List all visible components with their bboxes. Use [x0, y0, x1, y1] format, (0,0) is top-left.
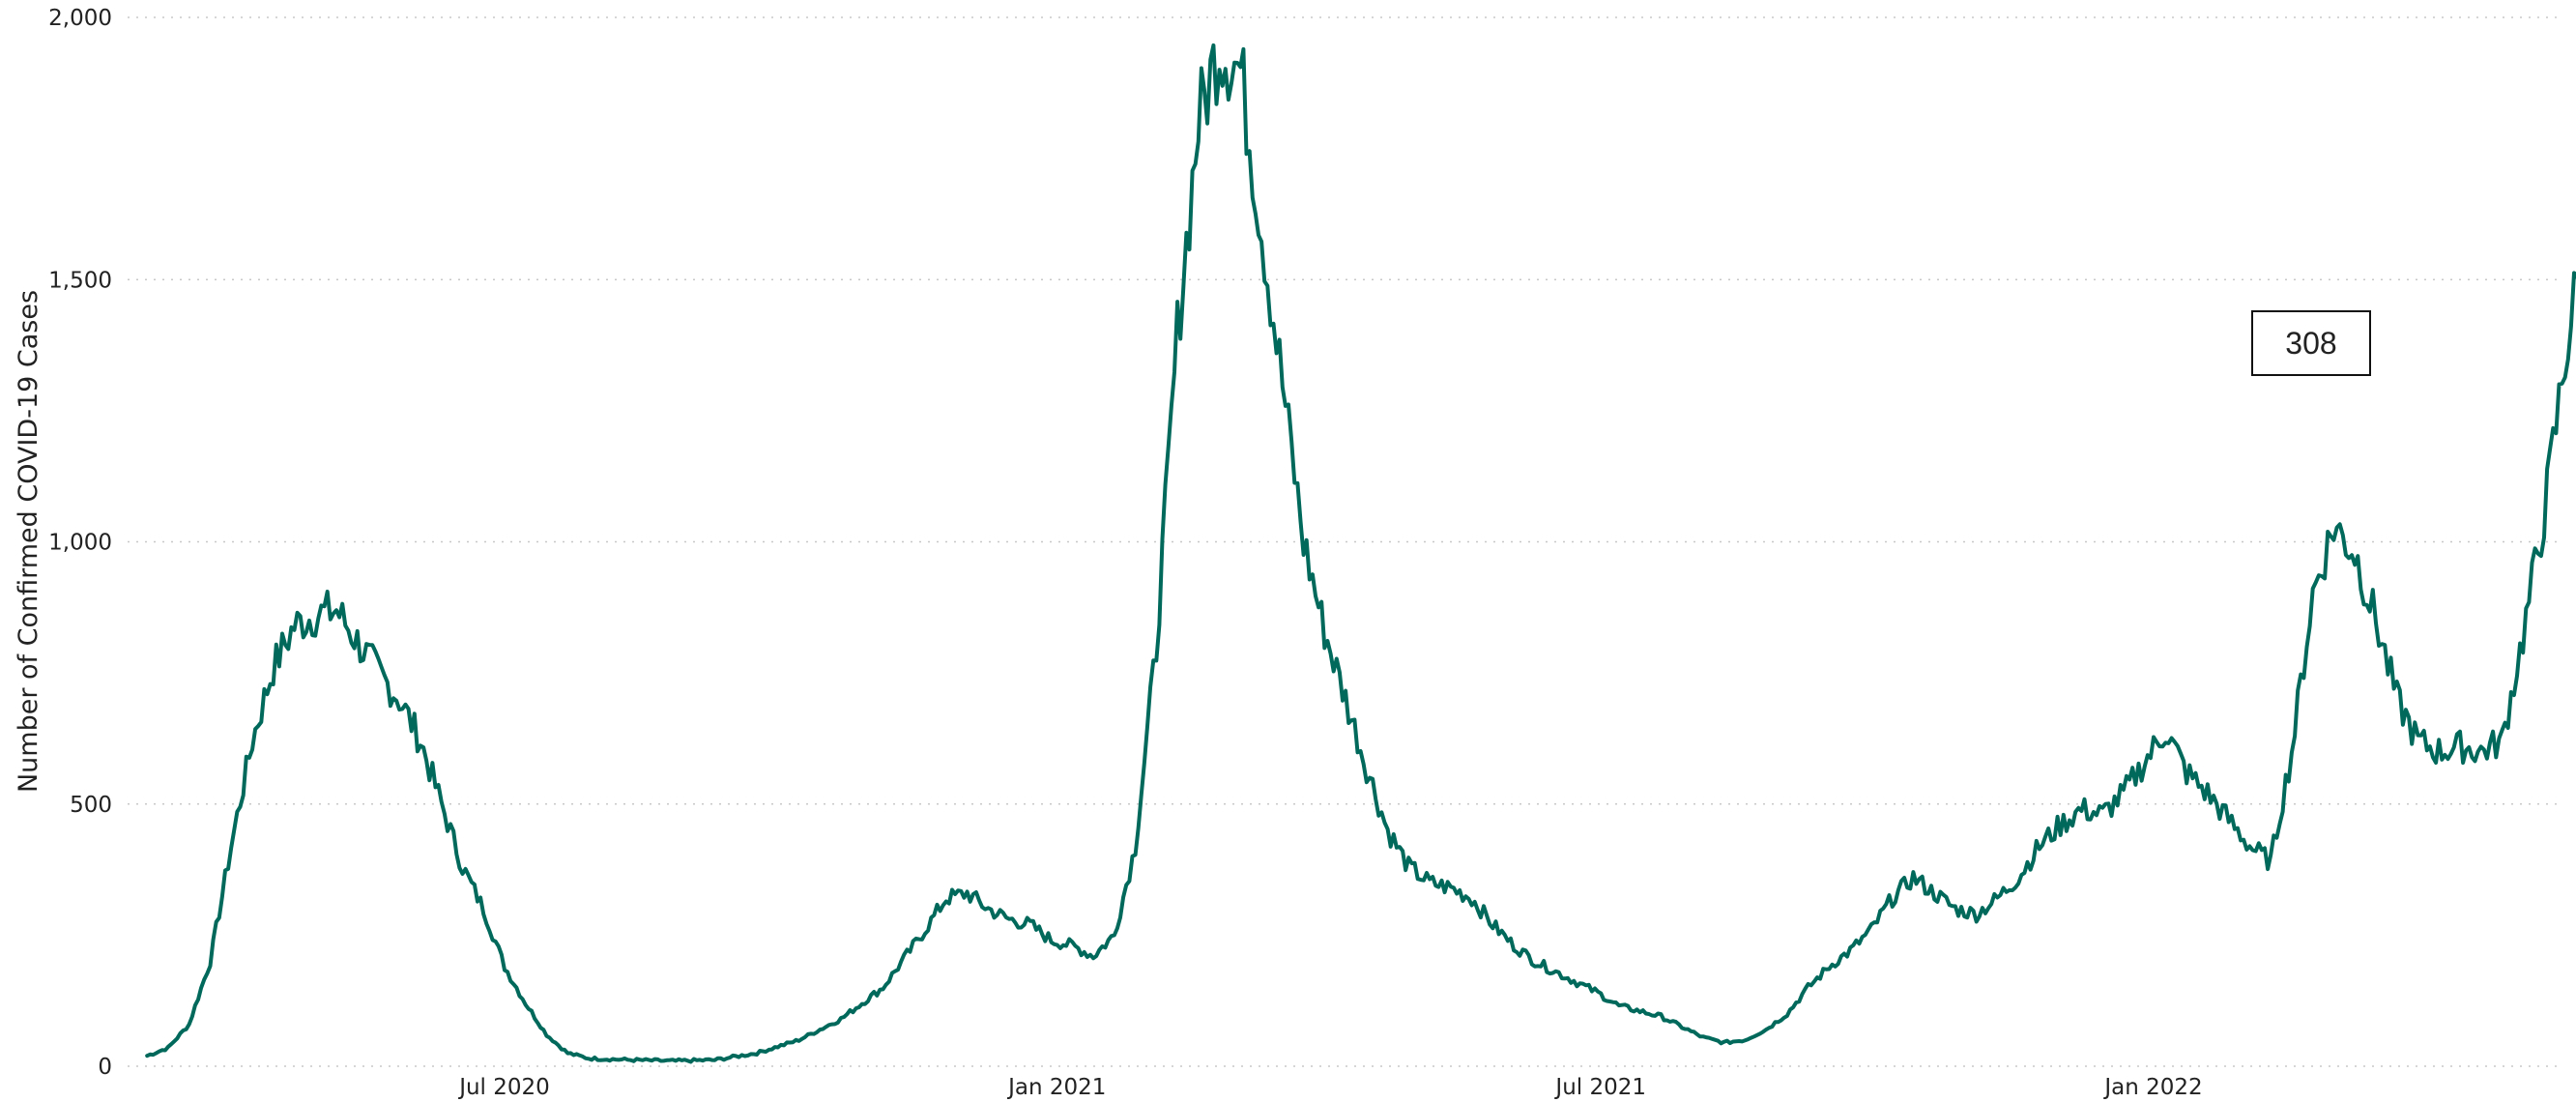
y-tick-label: 1,500 [48, 268, 112, 293]
series-layer [145, 43, 2576, 1064]
y-axis-label: Number of Confirmed COVID-19 Cases [14, 290, 43, 793]
y-tick-label: 2,000 [48, 6, 112, 31]
annotation-box [2251, 310, 2371, 376]
x-tick-label: Jul 2020 [457, 1075, 550, 1100]
x-tick-label: Jul 2021 [1553, 1075, 1646, 1100]
annotation: 308 [2251, 310, 2371, 376]
y-tick-label: 1,000 [48, 531, 112, 556]
x-tick-label: Jan 2021 [1006, 1075, 1106, 1100]
series-line [145, 43, 2576, 1064]
gridlines [128, 16, 2562, 1067]
x-axis-ticks: Jul 2020 Jan 2021 Jul 2021 Jan 2022 [457, 1075, 2202, 1100]
annotation-value: 308 [2285, 326, 2336, 361]
x-tick-label: Jan 2022 [2102, 1075, 2202, 1100]
y-tick-label: 0 [98, 1055, 112, 1080]
y-axis-ticks: 0 500 1,000 1,500 2,000 [48, 6, 112, 1080]
y-tick-label: 500 [70, 793, 112, 818]
